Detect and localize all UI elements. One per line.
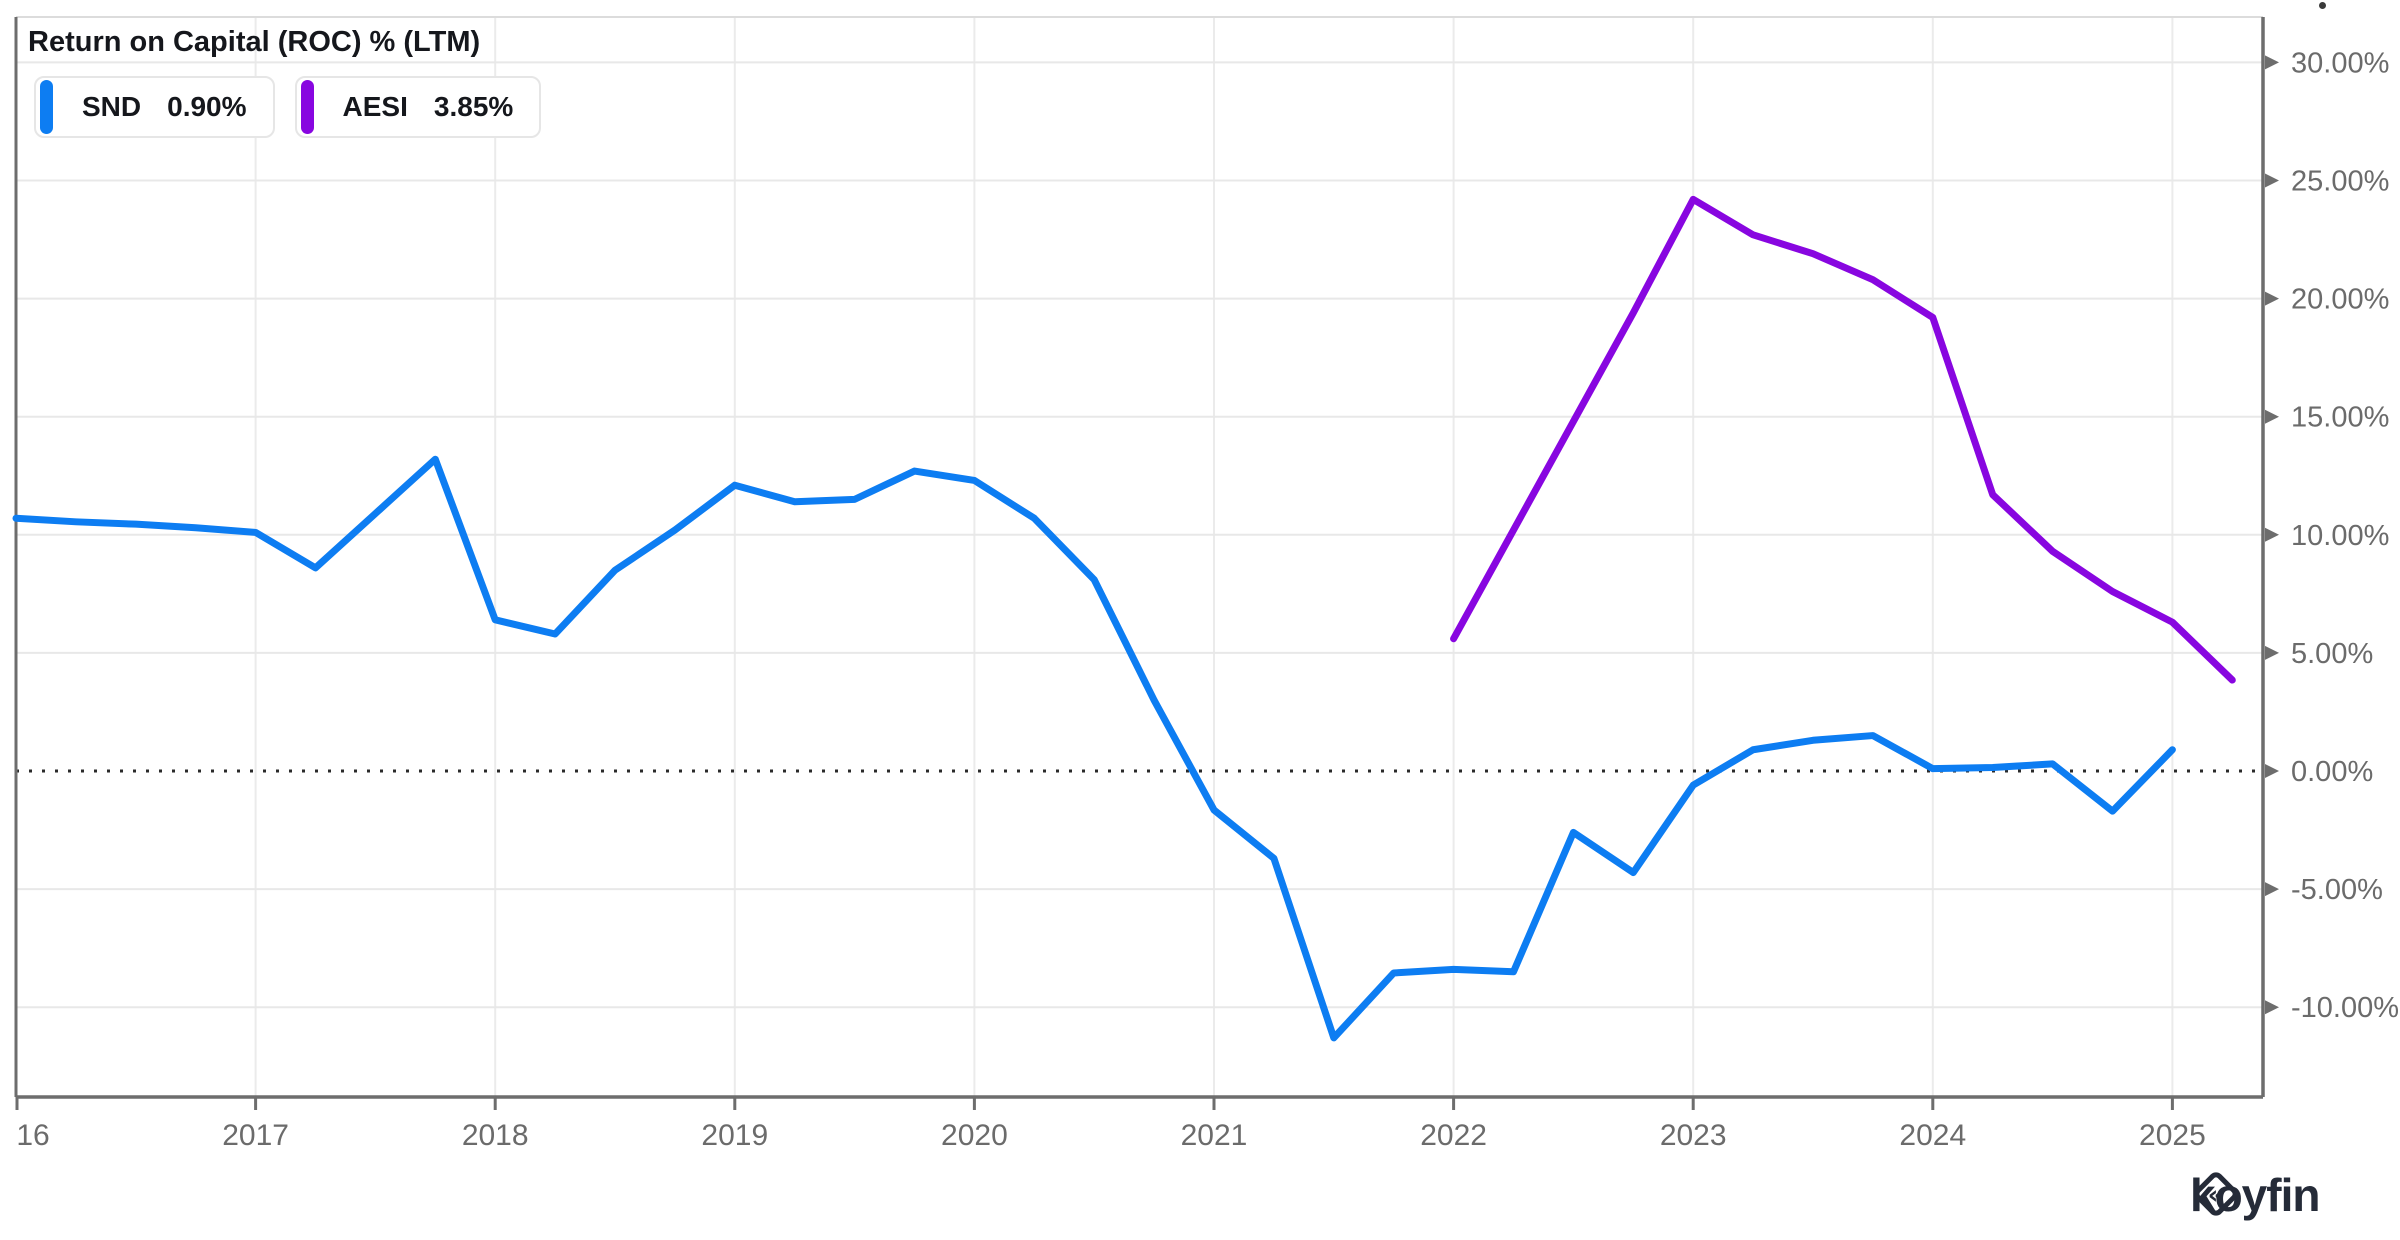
aesi-series-line[interactable] xyxy=(1450,195,2236,684)
koyfin-watermark: « koyfin xyxy=(2190,1168,2320,1222)
x-axis-label: 16 xyxy=(16,1119,49,1152)
x-axis-label: 2018 xyxy=(462,1119,529,1152)
legend: SND 0.90% AESI 3.85% xyxy=(34,76,542,138)
y-axis-tick-arrow xyxy=(2265,645,2279,660)
y-axis-label: 30.00% xyxy=(2291,47,2389,79)
y-axis-tick-arrow xyxy=(2265,409,2279,424)
y-axis-label: -10.00% xyxy=(2291,992,2399,1024)
snd-color-bar xyxy=(40,80,53,134)
x-axis-label: 2017 xyxy=(222,1119,289,1152)
y-axis-label: 15.00% xyxy=(2291,402,2389,434)
x-axis-label: 2021 xyxy=(1181,1119,1248,1152)
y-axis-tick-arrow xyxy=(2265,1000,2279,1015)
y-axis-tick-arrow xyxy=(2265,291,2279,306)
x-axis-label: 2023 xyxy=(1660,1119,1727,1152)
koyfin-logo-icon: « xyxy=(2194,1172,2238,1216)
x-axis-label: 2022 xyxy=(1420,1119,1487,1152)
y-axis-tick-arrow xyxy=(2265,764,2279,778)
x-axis-label: 2020 xyxy=(941,1119,1008,1152)
aesi-color-bar xyxy=(300,80,314,134)
y-axis-tick-arrow xyxy=(2265,55,2279,70)
x-axis-label: 2019 xyxy=(701,1119,768,1152)
x-axis-label: 2025 xyxy=(2139,1119,2206,1152)
y-axis-label: 0.00% xyxy=(2291,756,2373,788)
legend-item-snd[interactable]: SND 0.90% xyxy=(34,76,275,138)
y-axis-label: 10.00% xyxy=(2291,520,2389,552)
aesi-value-label: 3.85% xyxy=(433,91,514,122)
svg-text:«: « xyxy=(2208,1181,2225,1211)
y-axis-label: 20.00% xyxy=(2291,284,2389,316)
cursor-dot xyxy=(2319,2,2326,9)
aesi-ticker-label: AESI xyxy=(342,91,408,122)
y-axis-label: 25.00% xyxy=(2291,166,2389,198)
chart-title: Return on Capital (ROC) % (LTM) xyxy=(28,26,481,58)
y-axis-tick-arrow xyxy=(2265,527,2279,542)
snd-value-label: 0.90% xyxy=(167,91,247,122)
y-axis-label: 5.00% xyxy=(2291,638,2373,670)
snd-series-line[interactable] xyxy=(12,455,2176,1042)
snd-ticker-label: SND xyxy=(82,91,142,122)
legend-item-aesi[interactable]: AESI 3.85% xyxy=(294,76,542,138)
x-axis-label: 2024 xyxy=(1899,1119,1966,1152)
y-axis-tick-arrow xyxy=(2265,173,2279,188)
y-axis-label: -5.00% xyxy=(2291,874,2383,906)
y-axis-tick-arrow xyxy=(2265,882,2279,897)
